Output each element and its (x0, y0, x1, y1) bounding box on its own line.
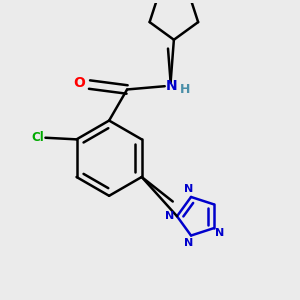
Text: N: N (164, 211, 174, 221)
Text: N: N (184, 184, 193, 194)
Text: O: O (74, 76, 85, 90)
Text: N: N (184, 238, 193, 248)
Text: N: N (166, 79, 178, 92)
Text: N: N (215, 228, 225, 238)
Text: H: H (179, 83, 190, 96)
Text: Cl: Cl (32, 131, 44, 144)
